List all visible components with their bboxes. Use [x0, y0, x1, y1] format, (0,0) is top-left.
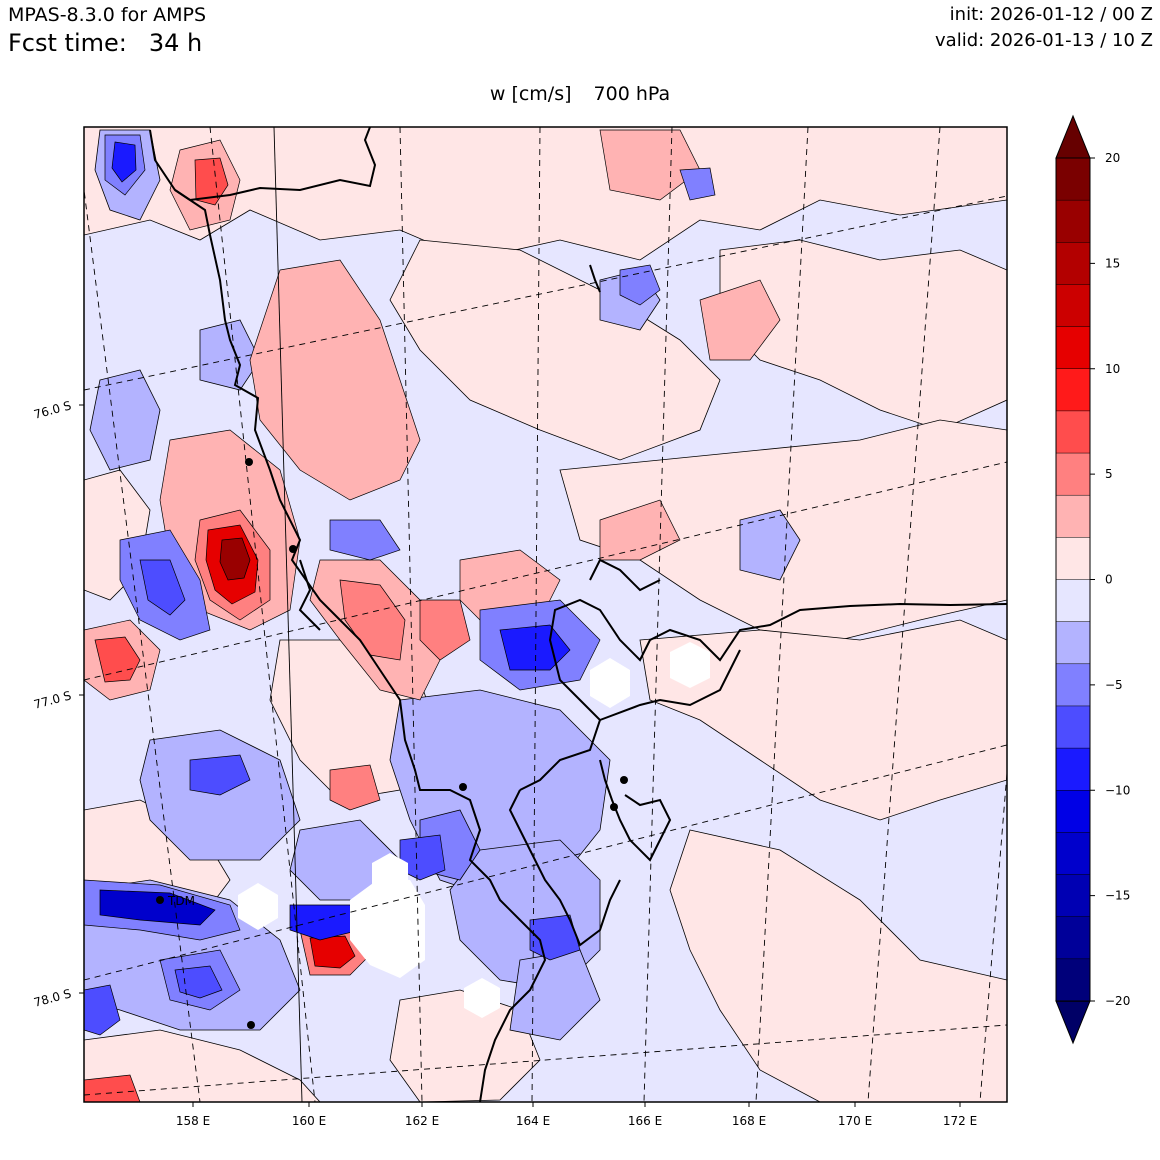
colorbar-band: [1055, 284, 1091, 328]
colorbar-band: [1055, 242, 1091, 286]
colorbar-under-arrow: [1055, 1000, 1091, 1045]
colorbar-band: [1055, 157, 1091, 201]
colorbar-tick-label: −15: [1105, 889, 1130, 903]
plot-title: w [cm/s] 700 hPa: [0, 83, 1160, 105]
colorbar-band: [1055, 452, 1091, 496]
valid-time: valid: 2026-01-13 / 10 Z: [935, 30, 1153, 51]
field-name: w [cm/s]: [489, 83, 572, 105]
model-title: MPAS-8.3.0 for AMPS: [8, 4, 207, 26]
colorbar-tick-label: 15: [1105, 256, 1120, 270]
colorbar-band: [1055, 832, 1091, 876]
colorbar-band: [1055, 326, 1091, 370]
lat-label-77: 77.0 S: [32, 688, 72, 711]
tdm-station-dot: [156, 896, 164, 904]
colorbar-tick-label: 0: [1105, 573, 1113, 587]
positive-regions: [84, 127, 1007, 1102]
forecast-time: Fcst time: 34 h: [8, 29, 202, 57]
colorbar-tick-label: −20: [1105, 994, 1130, 1008]
colorbar-band: [1055, 916, 1091, 960]
colorbar-band: [1055, 368, 1091, 412]
lat-label-76: 76.0 S: [32, 398, 72, 421]
lon-label-170: 170 E: [838, 1114, 872, 1128]
colorbar-band: [1055, 621, 1091, 665]
lon-label-172: 172 E: [943, 1114, 977, 1128]
lon-label-158: 158 E: [176, 1114, 210, 1128]
station-label: TDM: [167, 894, 195, 908]
negative-regions: [84, 129, 801, 1041]
pressure-level: 700 hPa: [593, 83, 671, 105]
colorbar-tick-label: 5: [1105, 467, 1113, 481]
colorbar-tick-label: −10: [1105, 783, 1130, 797]
map-frame: [83, 126, 1008, 1103]
stations: [156, 458, 628, 1029]
longitude-axis: 158 E 160 E 162 E 164 E 166 E 168 E 170 …: [176, 1102, 977, 1128]
forecast-time-label: Fcst time:: [8, 29, 127, 57]
colorbar-band: [1055, 958, 1091, 1002]
colorbar-over-arrow: [1055, 114, 1091, 159]
colorbar-band: [1055, 199, 1091, 244]
init-time: init: 2026-01-12 / 00 Z: [949, 4, 1153, 25]
colorbar-band: [1055, 537, 1091, 581]
lon-label-166: 166 E: [628, 1114, 662, 1128]
colorbar-band: [1055, 579, 1091, 623]
lat-label-78: 78.0 S: [32, 986, 72, 1009]
coastline: [149, 127, 1007, 1102]
graticule: [84, 127, 1007, 1102]
forecast-time-value: 34 h: [148, 29, 203, 57]
map-panel: [84, 127, 1007, 1102]
lon-label-168: 168 E: [732, 1114, 766, 1128]
colorbar-tick-label: 10: [1105, 362, 1120, 376]
colorbar-band: [1055, 663, 1091, 707]
lon-label-162: 162 E: [405, 1114, 439, 1128]
colorbar-band: [1055, 874, 1091, 918]
lon-label-164: 164 E: [516, 1114, 550, 1128]
colorbar-band: [1055, 747, 1091, 791]
colorbar-ticks: 20 15 10 5 0 −5 −10 −15 −20: [1090, 151, 1130, 1008]
colorbar: 20 15 10 5 0 −5 −10 −15 −20: [1055, 114, 1130, 1045]
missing-data-hexagons: [238, 642, 710, 1018]
colorbar-tick-label: 20: [1105, 151, 1120, 165]
colorbar-band: [1055, 790, 1091, 834]
updraft-cores: [84, 129, 781, 1102]
colorbar-band: [1055, 410, 1091, 454]
colorbar-tick-label: −5: [1105, 678, 1123, 692]
colorbar-band: [1055, 705, 1091, 749]
latitude-axis: 76.0 S 77.0 S 78.0 S: [32, 398, 84, 1010]
colorbar-band: [1055, 494, 1091, 539]
lon-label-160: 160 E: [292, 1114, 326, 1128]
colorbar-bands: [1055, 157, 1091, 1002]
